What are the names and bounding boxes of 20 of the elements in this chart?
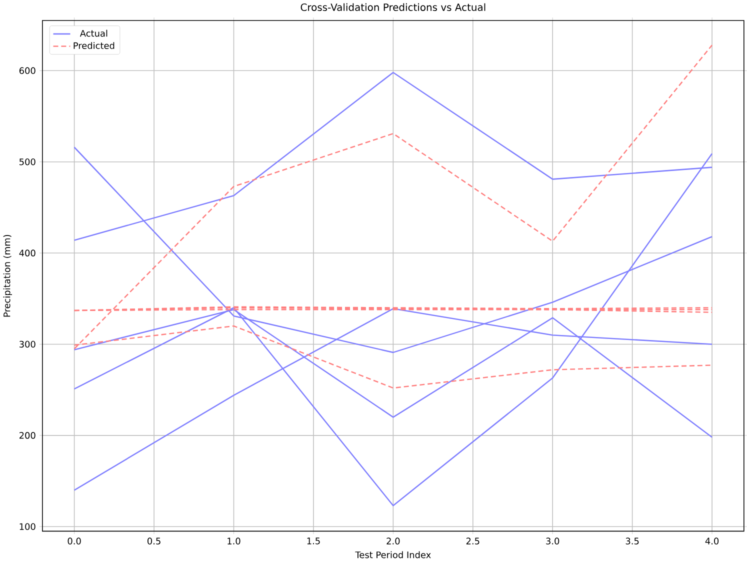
x-tick-label: 1.5 bbox=[307, 538, 320, 545]
y-tick-label: 300 bbox=[20, 341, 36, 348]
x-tick-label: 3.0 bbox=[546, 538, 560, 545]
x-tick-label: 1.0 bbox=[228, 538, 240, 545]
x-tick-label: 0.5 bbox=[148, 538, 160, 545]
y-tick-label: 400 bbox=[19, 250, 36, 257]
legend-label: Predicted bbox=[74, 42, 114, 50]
y-tick-label: 100 bbox=[20, 523, 36, 530]
y-tick-label: 200 bbox=[19, 432, 36, 440]
y-tick-label: 500 bbox=[20, 158, 36, 166]
legend-label: Actual bbox=[80, 30, 108, 37]
x-tick-label: 0.0 bbox=[68, 538, 81, 545]
x-axis-title: Test Period Index bbox=[355, 552, 431, 558]
y-axis-title: Precipitation (mm) bbox=[3, 235, 12, 317]
x-tick-label: 2.0 bbox=[386, 538, 400, 545]
x-tick-label: 2.5 bbox=[466, 538, 480, 545]
x-tick-label: 4.0 bbox=[705, 538, 719, 545]
y-tick-label: 600 bbox=[19, 68, 36, 74]
x-tick-label: 3.5 bbox=[626, 538, 639, 545]
chart-title: Cross-Validation Predictions vs Actual bbox=[300, 4, 486, 12]
